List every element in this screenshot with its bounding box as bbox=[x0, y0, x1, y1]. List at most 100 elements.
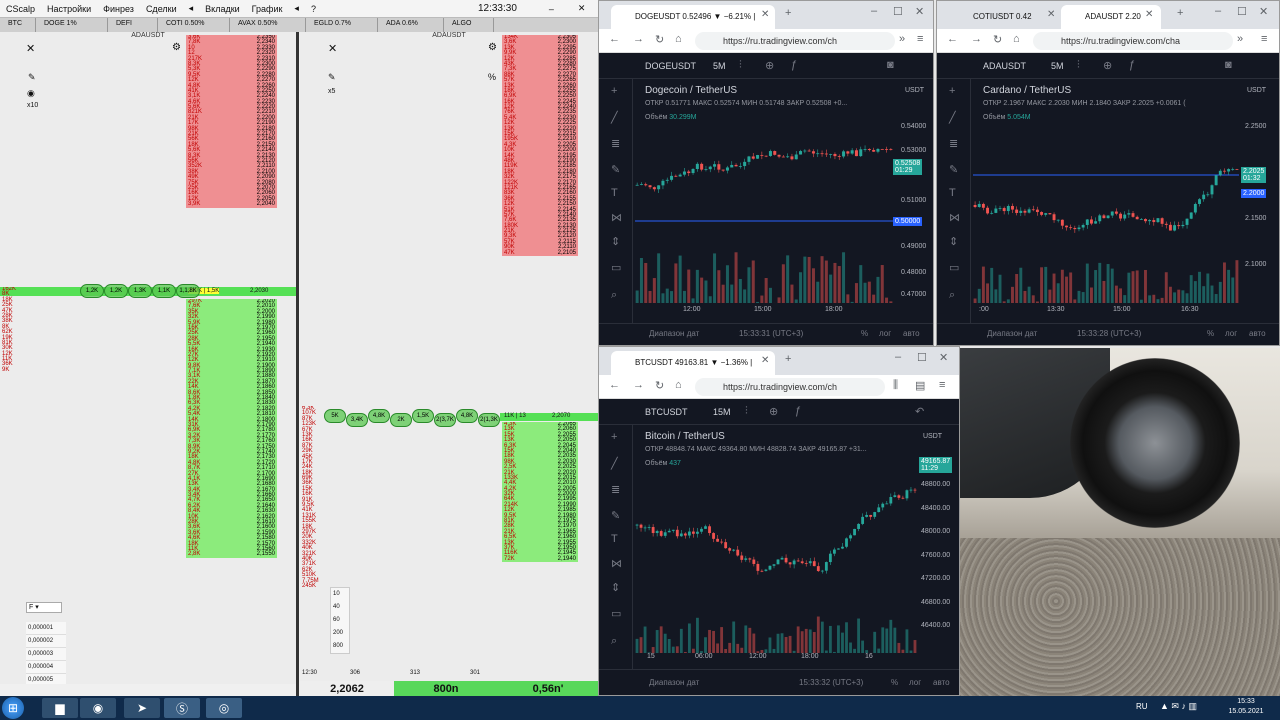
brush-icon[interactable]: ✎ bbox=[949, 164, 959, 176]
percent-toggle[interactable]: % bbox=[1207, 329, 1215, 338]
pencil-icon[interactable]: ✎ bbox=[328, 72, 336, 82]
pencil-icon[interactable]: ✎ bbox=[28, 72, 36, 82]
url-field[interactable]: https://ru.tradingview.com/ch bbox=[695, 32, 895, 50]
language-indicator[interactable]: RU bbox=[1136, 702, 1148, 711]
qty-option[interactable]: 800 bbox=[333, 643, 344, 649]
settings-gear-icon[interactable]: ⚙ bbox=[172, 42, 181, 53]
tray-icons[interactable]: ▲ ✉ ♪ ▥ bbox=[1160, 701, 1197, 711]
brush-icon[interactable]: ✎ bbox=[611, 510, 621, 522]
order-size-option[interactable]: 0,000005 bbox=[26, 674, 66, 684]
interval-select[interactable]: 5M bbox=[1051, 61, 1064, 71]
explorer-icon[interactable]: ▆ bbox=[42, 698, 78, 718]
close-pane-icon[interactable]: ✕ bbox=[26, 43, 36, 55]
url-field[interactable]: https://ru.tradingview.com/ch bbox=[695, 378, 885, 396]
indicators-icon[interactable]: ƒ bbox=[795, 405, 802, 417]
measure-icon[interactable]: ⇕ bbox=[949, 236, 959, 248]
auto-toggle[interactable]: авто bbox=[933, 678, 950, 687]
close-window-icon[interactable]: ✕ bbox=[915, 6, 925, 18]
browser-tab[interactable]: COTIUSDT 0.42 bbox=[949, 5, 1059, 29]
qty-option[interactable]: 40 bbox=[333, 604, 340, 610]
camera-icon[interactable]: ◙ bbox=[1225, 59, 1232, 71]
indicators-icon[interactable]: ƒ bbox=[1129, 59, 1136, 71]
browser-tab[interactable]: DOGEUSDT 0.52496 ▼ −6.21% | bbox=[611, 5, 775, 29]
crosshair-icon[interactable]: + bbox=[611, 85, 618, 97]
maximize-icon[interactable]: ☐ bbox=[1237, 6, 1247, 18]
compare-icon[interactable]: ⊕ bbox=[1103, 60, 1113, 72]
back-icon[interactable]: ← bbox=[609, 33, 620, 45]
help-menu[interactable]: ? bbox=[310, 3, 316, 14]
symbol-search[interactable]: ADAUSDT bbox=[983, 61, 1027, 71]
pattern-icon[interactable]: ⋈ bbox=[611, 558, 622, 570]
minimize-icon[interactable]: – bbox=[895, 351, 902, 363]
home-icon[interactable]: ⌂ bbox=[675, 33, 682, 45]
tab-defi[interactable]: DEFI bbox=[108, 18, 158, 32]
ruler-icon[interactable]: ▭ bbox=[611, 608, 622, 620]
back-icon[interactable]: ← bbox=[609, 379, 620, 391]
close-button[interactable]: ✕ bbox=[577, 3, 586, 13]
reader-icon[interactable]: ▤ bbox=[915, 380, 926, 392]
pattern-icon[interactable]: ⋈ bbox=[949, 212, 960, 224]
fib-icon[interactable]: ≣ bbox=[949, 138, 959, 150]
symbol-search[interactable]: DOGEUSDT bbox=[645, 61, 697, 71]
interval-select[interactable]: 15M bbox=[713, 407, 731, 417]
tab-avax[interactable]: AVAX 0.50% bbox=[230, 18, 306, 32]
zoom-icon[interactable]: ⌕ bbox=[611, 635, 618, 647]
close-window-icon[interactable]: ✕ bbox=[1259, 6, 1269, 18]
reload-icon[interactable]: ↻ bbox=[655, 34, 665, 46]
close-tab-icon[interactable]: ✕ bbox=[761, 355, 770, 366]
menu-arrow-icon[interactable]: ◂ bbox=[294, 3, 299, 13]
firefox-icon[interactable]: ◉ bbox=[80, 698, 116, 718]
text-icon[interactable]: T bbox=[949, 187, 956, 199]
forward-icon[interactable]: → bbox=[971, 33, 982, 45]
qty-option[interactable]: 60 bbox=[333, 617, 340, 623]
new-tab-icon[interactable]: + bbox=[1177, 7, 1184, 19]
trendline-icon[interactable]: ╱ bbox=[611, 458, 618, 470]
tab-ada[interactable]: ADA 0.6% bbox=[378, 18, 444, 32]
order-size-option[interactable]: 0,000002 bbox=[26, 635, 66, 648]
menu-item[interactable]: График bbox=[251, 3, 283, 14]
browser-tab[interactable]: ADAUSDT 2.20 bbox=[1061, 5, 1161, 29]
qty-option[interactable]: 200 bbox=[333, 630, 344, 636]
price-chart[interactable] bbox=[635, 447, 917, 653]
qty-dropdown[interactable]: 10 40 60 200 800 bbox=[330, 587, 350, 654]
chrome-icon[interactable]: ◎ bbox=[206, 698, 242, 718]
minimize-icon[interactable]: – bbox=[1215, 5, 1222, 17]
fib-icon[interactable]: ≣ bbox=[611, 138, 621, 150]
back-icon[interactable]: ← bbox=[947, 33, 958, 45]
chart-type-icon[interactable]: ⫶ bbox=[745, 405, 748, 417]
tab-btc[interactable]: BTC bbox=[0, 18, 36, 32]
order-size-option[interactable]: 0,000001 bbox=[26, 622, 66, 635]
close-tab-icon[interactable]: ✕ bbox=[1047, 9, 1056, 20]
eye-icon[interactable]: ◉ bbox=[27, 88, 35, 98]
interval-select[interactable]: 5M bbox=[713, 61, 726, 71]
home-icon[interactable]: ⌂ bbox=[1013, 33, 1020, 45]
library-icon[interactable]: ⫼ bbox=[893, 379, 899, 391]
order-size-option[interactable]: 0,000003 bbox=[26, 648, 66, 661]
trendline-icon[interactable]: ╱ bbox=[611, 112, 618, 124]
settings-gear-icon[interactable]: ⚙ bbox=[488, 42, 497, 53]
menu-arrow-icon[interactable]: ◂ bbox=[188, 3, 194, 13]
undo-icon[interactable]: ↶ bbox=[915, 406, 925, 418]
menu-item[interactable]: Настройки bbox=[47, 3, 92, 14]
auto-toggle[interactable]: авто bbox=[1249, 329, 1266, 338]
measure-icon[interactable]: ⇕ bbox=[611, 582, 621, 594]
minimize-icon[interactable]: – bbox=[871, 5, 878, 17]
ruler-icon[interactable]: ▭ bbox=[949, 262, 960, 274]
menu-icon[interactable]: ≡ bbox=[917, 33, 924, 45]
menu-icon[interactable]: ≡ bbox=[1261, 33, 1268, 45]
fib-icon[interactable]: ≣ bbox=[611, 484, 621, 496]
compare-icon[interactable]: ⊕ bbox=[765, 60, 775, 72]
reload-icon[interactable]: ↻ bbox=[993, 34, 1003, 46]
tab-coti[interactable]: COTI 0.50% bbox=[158, 18, 230, 32]
zoom-icon[interactable]: ⌕ bbox=[949, 289, 956, 301]
forward-icon[interactable]: → bbox=[633, 379, 644, 391]
compare-icon[interactable]: ⊕ bbox=[769, 406, 779, 418]
close-window-icon[interactable]: ✕ bbox=[939, 352, 949, 364]
crosshair-icon[interactable]: + bbox=[949, 85, 956, 97]
menu-icon[interactable]: ≡ bbox=[939, 379, 946, 391]
url-field[interactable]: https://ru.tradingview.com/cha bbox=[1033, 32, 1233, 50]
close-pane-icon[interactable]: ✕ bbox=[328, 43, 338, 55]
maximize-icon[interactable]: ☐ bbox=[893, 6, 903, 18]
menu-item[interactable]: Сделки bbox=[145, 3, 177, 14]
crosshair-icon[interactable]: + bbox=[611, 431, 618, 443]
